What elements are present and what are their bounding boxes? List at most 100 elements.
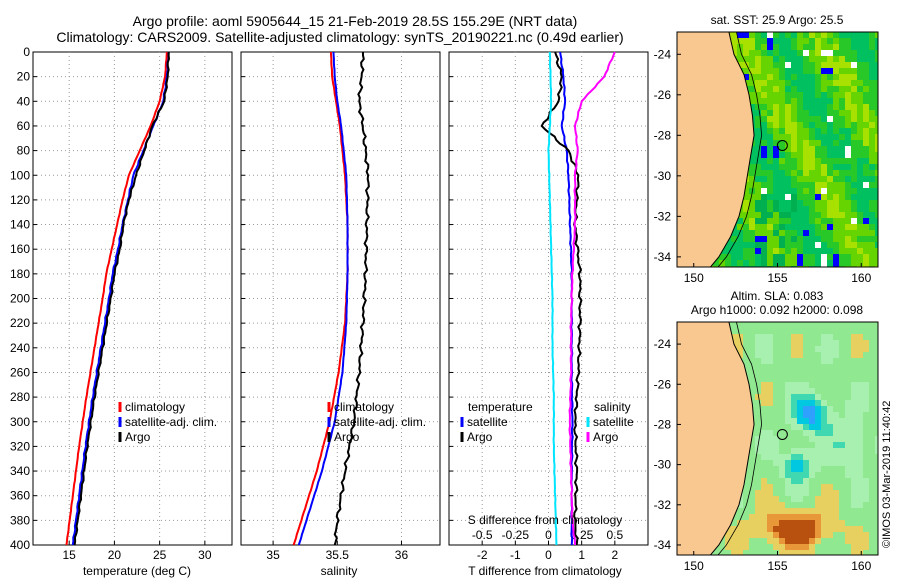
- legend-climatology-label: climatology: [125, 400, 185, 414]
- plot-frame: [32, 51, 233, 546]
- argo-position-marker: [776, 428, 788, 440]
- depth-tick-label: 260: [10, 365, 30, 379]
- difference-legend: temperature salinitysatelliteArgosatellit…: [460, 400, 634, 444]
- map-lat-label: -28: [654, 417, 672, 431]
- t-argo-line: [540, 51, 583, 546]
- salinity-tick-label: 35: [266, 548, 280, 562]
- legend-argo-label: Argo: [334, 430, 360, 444]
- depth-tick-label: 20: [17, 70, 31, 84]
- depth-tick-label: 380: [10, 513, 30, 527]
- t-diff-tick-label: 2: [611, 548, 618, 562]
- legend-climatology-label: climatology: [334, 400, 394, 414]
- map-lat-label: -30: [654, 169, 672, 183]
- legend-temperature-title: temperature: [468, 400, 533, 414]
- map-lat-label: -34: [654, 250, 672, 264]
- depth-tick-label: 220: [10, 316, 30, 330]
- argo-position-marker: [776, 139, 788, 151]
- depth-tick-label: 120: [10, 193, 30, 207]
- map-lon-label: 160: [851, 271, 871, 285]
- temperature-tick-label: 30: [198, 548, 212, 562]
- map-field: [677, 322, 878, 555]
- t-diff-tick-label: -1: [510, 548, 521, 562]
- map-lon-label: 155: [767, 271, 787, 285]
- land-area: [677, 32, 755, 267]
- satellite-adj-line: [297, 51, 349, 546]
- s-satellite-line: [547, 51, 558, 546]
- depth-tick-label: 140: [10, 218, 30, 232]
- salinity-xlabel: salinity: [321, 564, 358, 578]
- map-lat-label: -30: [654, 458, 672, 472]
- depth-tick-label: 320: [10, 439, 30, 453]
- map-lat-label: -34: [654, 538, 672, 552]
- map-lat-label: -32: [654, 209, 672, 223]
- depth-tick-label: 80: [17, 144, 31, 158]
- temperature-tick-label: 20: [108, 548, 122, 562]
- legend-argo-label: Argo: [125, 430, 151, 444]
- map-lat-label: -24: [654, 47, 672, 61]
- depth-tick-label: 400: [10, 538, 30, 552]
- legend-satellite-label: satellite-adj. clim.: [334, 415, 426, 429]
- s-difference-xlabel: S difference from climatology: [468, 513, 623, 527]
- salinity-tick-label: 36: [395, 548, 409, 562]
- t-difference-xlabel: T difference from climatology: [468, 564, 622, 578]
- legend-satellite-label: satellite-adj. clim.: [125, 415, 217, 429]
- t-diff-tick-label: 0: [545, 548, 552, 562]
- plot-frame: [448, 51, 649, 546]
- map-lon-label: 160: [851, 559, 871, 573]
- s-diff-tick-label: -0.25: [502, 528, 530, 542]
- map-lon-label: 150: [684, 559, 704, 573]
- temperature-tick-label: 15: [63, 548, 77, 562]
- land-area: [677, 322, 755, 555]
- header-line-1: Argo profile: aoml 5905644_15 21-Feb-201…: [133, 13, 578, 29]
- depth-tick-label: 360: [10, 489, 30, 503]
- temperature-panel: 0 20 40 60 80 100 120 140 160 180 200 220 240 260 280 3…: [10, 45, 233, 562]
- depth-tick-label: 0: [23, 45, 30, 59]
- sst-map-title: sat. SST: 25.9 Argo: 25.5: [711, 13, 844, 27]
- argo-line: [333, 51, 370, 546]
- sla-map: -24 -26 -28 -30 -32 -34 150 155 160: [654, 321, 879, 573]
- depth-tick-label: 40: [17, 94, 31, 108]
- map-lon-label: 150: [684, 271, 704, 285]
- legend-t-argo-label: Argo: [467, 430, 493, 444]
- legend-s-satellite-label: satellite: [593, 415, 634, 429]
- shelf-contour: [717, 322, 762, 555]
- map-lat-label: -26: [654, 88, 672, 102]
- legend-s-argo-label: Argo: [593, 430, 619, 444]
- sst-map: -24 -26 -28 -30 -32 -34 150 155 160: [654, 31, 879, 285]
- depth-tick-label: 60: [17, 119, 31, 133]
- argo-line: [73, 51, 170, 546]
- sla-map-subtitle: Argo h1000: 0.092 h2000: 0.098: [691, 303, 863, 317]
- map-lat-label: -24: [654, 337, 672, 351]
- depth-tick-label: 200: [10, 292, 30, 306]
- map-field: [677, 32, 878, 267]
- s-diff-tick-label: 0.5: [606, 528, 623, 542]
- difference-panel: -2 -1 0 1 2-0.5 -0.25 0 0.25 0.5: [448, 51, 649, 562]
- map-lat-label: -28: [654, 128, 672, 142]
- s-argo-line: [568, 51, 616, 546]
- depth-tick-label: 280: [10, 390, 30, 404]
- salinity-panel: 35 35.5 36: [240, 51, 441, 562]
- legend-t-satellite-label: satellite: [467, 415, 508, 429]
- climatology-line: [65, 51, 168, 546]
- map-lat-label: -32: [654, 498, 672, 512]
- depth-tick-label: 340: [10, 464, 30, 478]
- salinity-tick-label: 35.5: [326, 548, 350, 562]
- depth-tick-label: 100: [10, 168, 30, 182]
- t-diff-tick-label: -2: [477, 548, 488, 562]
- s-diff-tick-label: -0.5: [472, 528, 493, 542]
- depth-tick-label: 300: [10, 415, 30, 429]
- temperature-xlabel: temperature (deg C): [83, 564, 191, 578]
- t-diff-tick-label: 1: [578, 548, 585, 562]
- depth-tick-label: 160: [10, 242, 30, 256]
- s-diff-tick-label: 0: [545, 528, 552, 542]
- depth-tick-label: 240: [10, 341, 30, 355]
- map-lon-label: 155: [767, 559, 787, 573]
- temperature-tick-label: 25: [153, 548, 167, 562]
- credit-text: ©IMOS 03-Mar-2019 11:40:42: [881, 401, 893, 548]
- shelf-contour: [717, 32, 762, 267]
- legend-salinity-title: salinity: [594, 400, 631, 414]
- sla-map-title: Altim. SLA: 0.083: [731, 289, 824, 303]
- map-lat-label: -26: [654, 377, 672, 391]
